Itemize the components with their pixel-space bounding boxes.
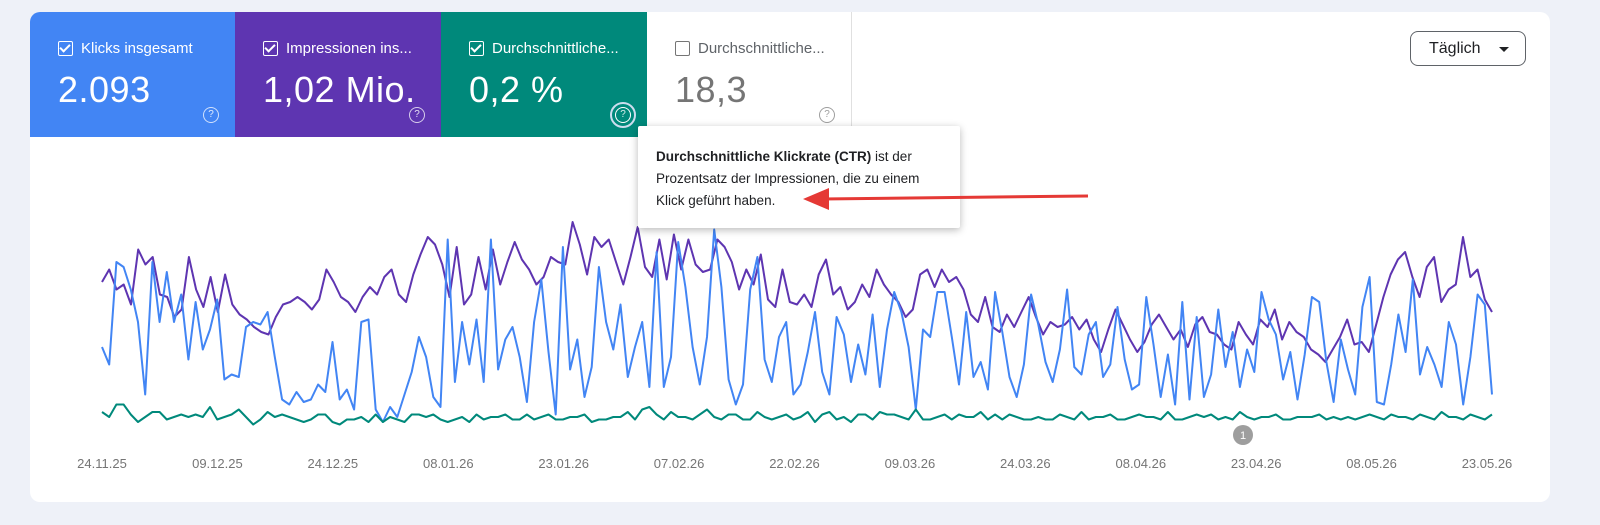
metric-tile-ctr[interactable]: Durchschnittliche... 0,2 % ?	[441, 12, 647, 137]
x-axis-tick-label: 08.04.26	[1115, 456, 1166, 471]
metric-tile-klicks[interactable]: Klicks insgesamt 2.093 ?	[30, 12, 235, 137]
x-axis-tick-label: 09.03.26	[885, 456, 936, 471]
help-icon[interactable]: ?	[409, 107, 425, 123]
x-axis-tick-label: 09.12.25	[192, 456, 243, 471]
x-axis-tick-label: 23.05.26	[1462, 456, 1513, 471]
checkbox-icon[interactable]	[469, 41, 484, 56]
series-line-impressionen	[101, 221, 1493, 363]
checkbox-icon[interactable]	[675, 41, 690, 56]
checkbox-icon[interactable]	[58, 41, 73, 56]
performance-card: Klicks insgesamt 2.093 ? Impressionen in…	[30, 12, 1550, 502]
help-icon[interactable]: ?	[610, 102, 636, 128]
series-line-klicks	[101, 228, 1493, 423]
help-icon[interactable]: ?	[819, 107, 835, 123]
metric-label: Impressionen ins...	[286, 40, 412, 57]
metric-tile-position[interactable]: Durchschnittliche... 18,3 ?	[647, 12, 852, 137]
metric-label: Durchschnittliche...	[698, 40, 825, 57]
performance-chart: 24.11.25 09.12.25 24.12.25 08.01.26 23.01.26…	[77, 221, 1513, 471]
dropdown-label: Täglich	[1429, 40, 1481, 57]
x-axis-tick-label: 07.02.26	[654, 456, 705, 471]
metric-value: 18,3	[675, 69, 748, 110]
ctr-tooltip: Durchschnittliche Klickrate (CTR) ist de…	[638, 126, 960, 228]
x-axis-tick-label: 08.05.26	[1346, 456, 1397, 471]
tooltip-text: ist der Prozentsatz der Impressionen, di…	[656, 149, 920, 208]
metric-value: 0,2 %	[469, 69, 564, 110]
x-axis-tick-label: 22.02.26	[769, 456, 820, 471]
x-axis-tick-label: 23.04.26	[1231, 456, 1282, 471]
x-axis-tick-label: 23.01.26	[538, 456, 589, 471]
series-line-ctr	[101, 403, 1493, 426]
granularity-dropdown[interactable]: Täglich	[1410, 31, 1526, 66]
x-axis-tick-label: 24.03.26	[1000, 456, 1051, 471]
tooltip-title: Durchschnittliche Klickrate (CTR)	[656, 149, 872, 164]
svg-text:1: 1	[1240, 430, 1246, 442]
caret-down-icon	[1499, 47, 1509, 52]
metric-tile-impressionen[interactable]: Impressionen ins... 1,02 Mio. ?	[235, 12, 441, 137]
checkbox-icon[interactable]	[263, 41, 278, 56]
metric-value: 1,02 Mio.	[263, 69, 416, 110]
annotation-marker[interactable]: 1	[1233, 425, 1253, 445]
x-axis-tick-label: 24.12.25	[307, 456, 358, 471]
metric-label: Durchschnittliche...	[492, 40, 619, 57]
x-axis-tick-label: 24.11.25	[77, 456, 127, 471]
help-icon[interactable]: ?	[203, 107, 219, 123]
x-axis-tick-label: 08.01.26	[423, 456, 474, 471]
metric-label: Klicks insgesamt	[81, 40, 193, 57]
metric-value: 2.093	[58, 69, 151, 110]
